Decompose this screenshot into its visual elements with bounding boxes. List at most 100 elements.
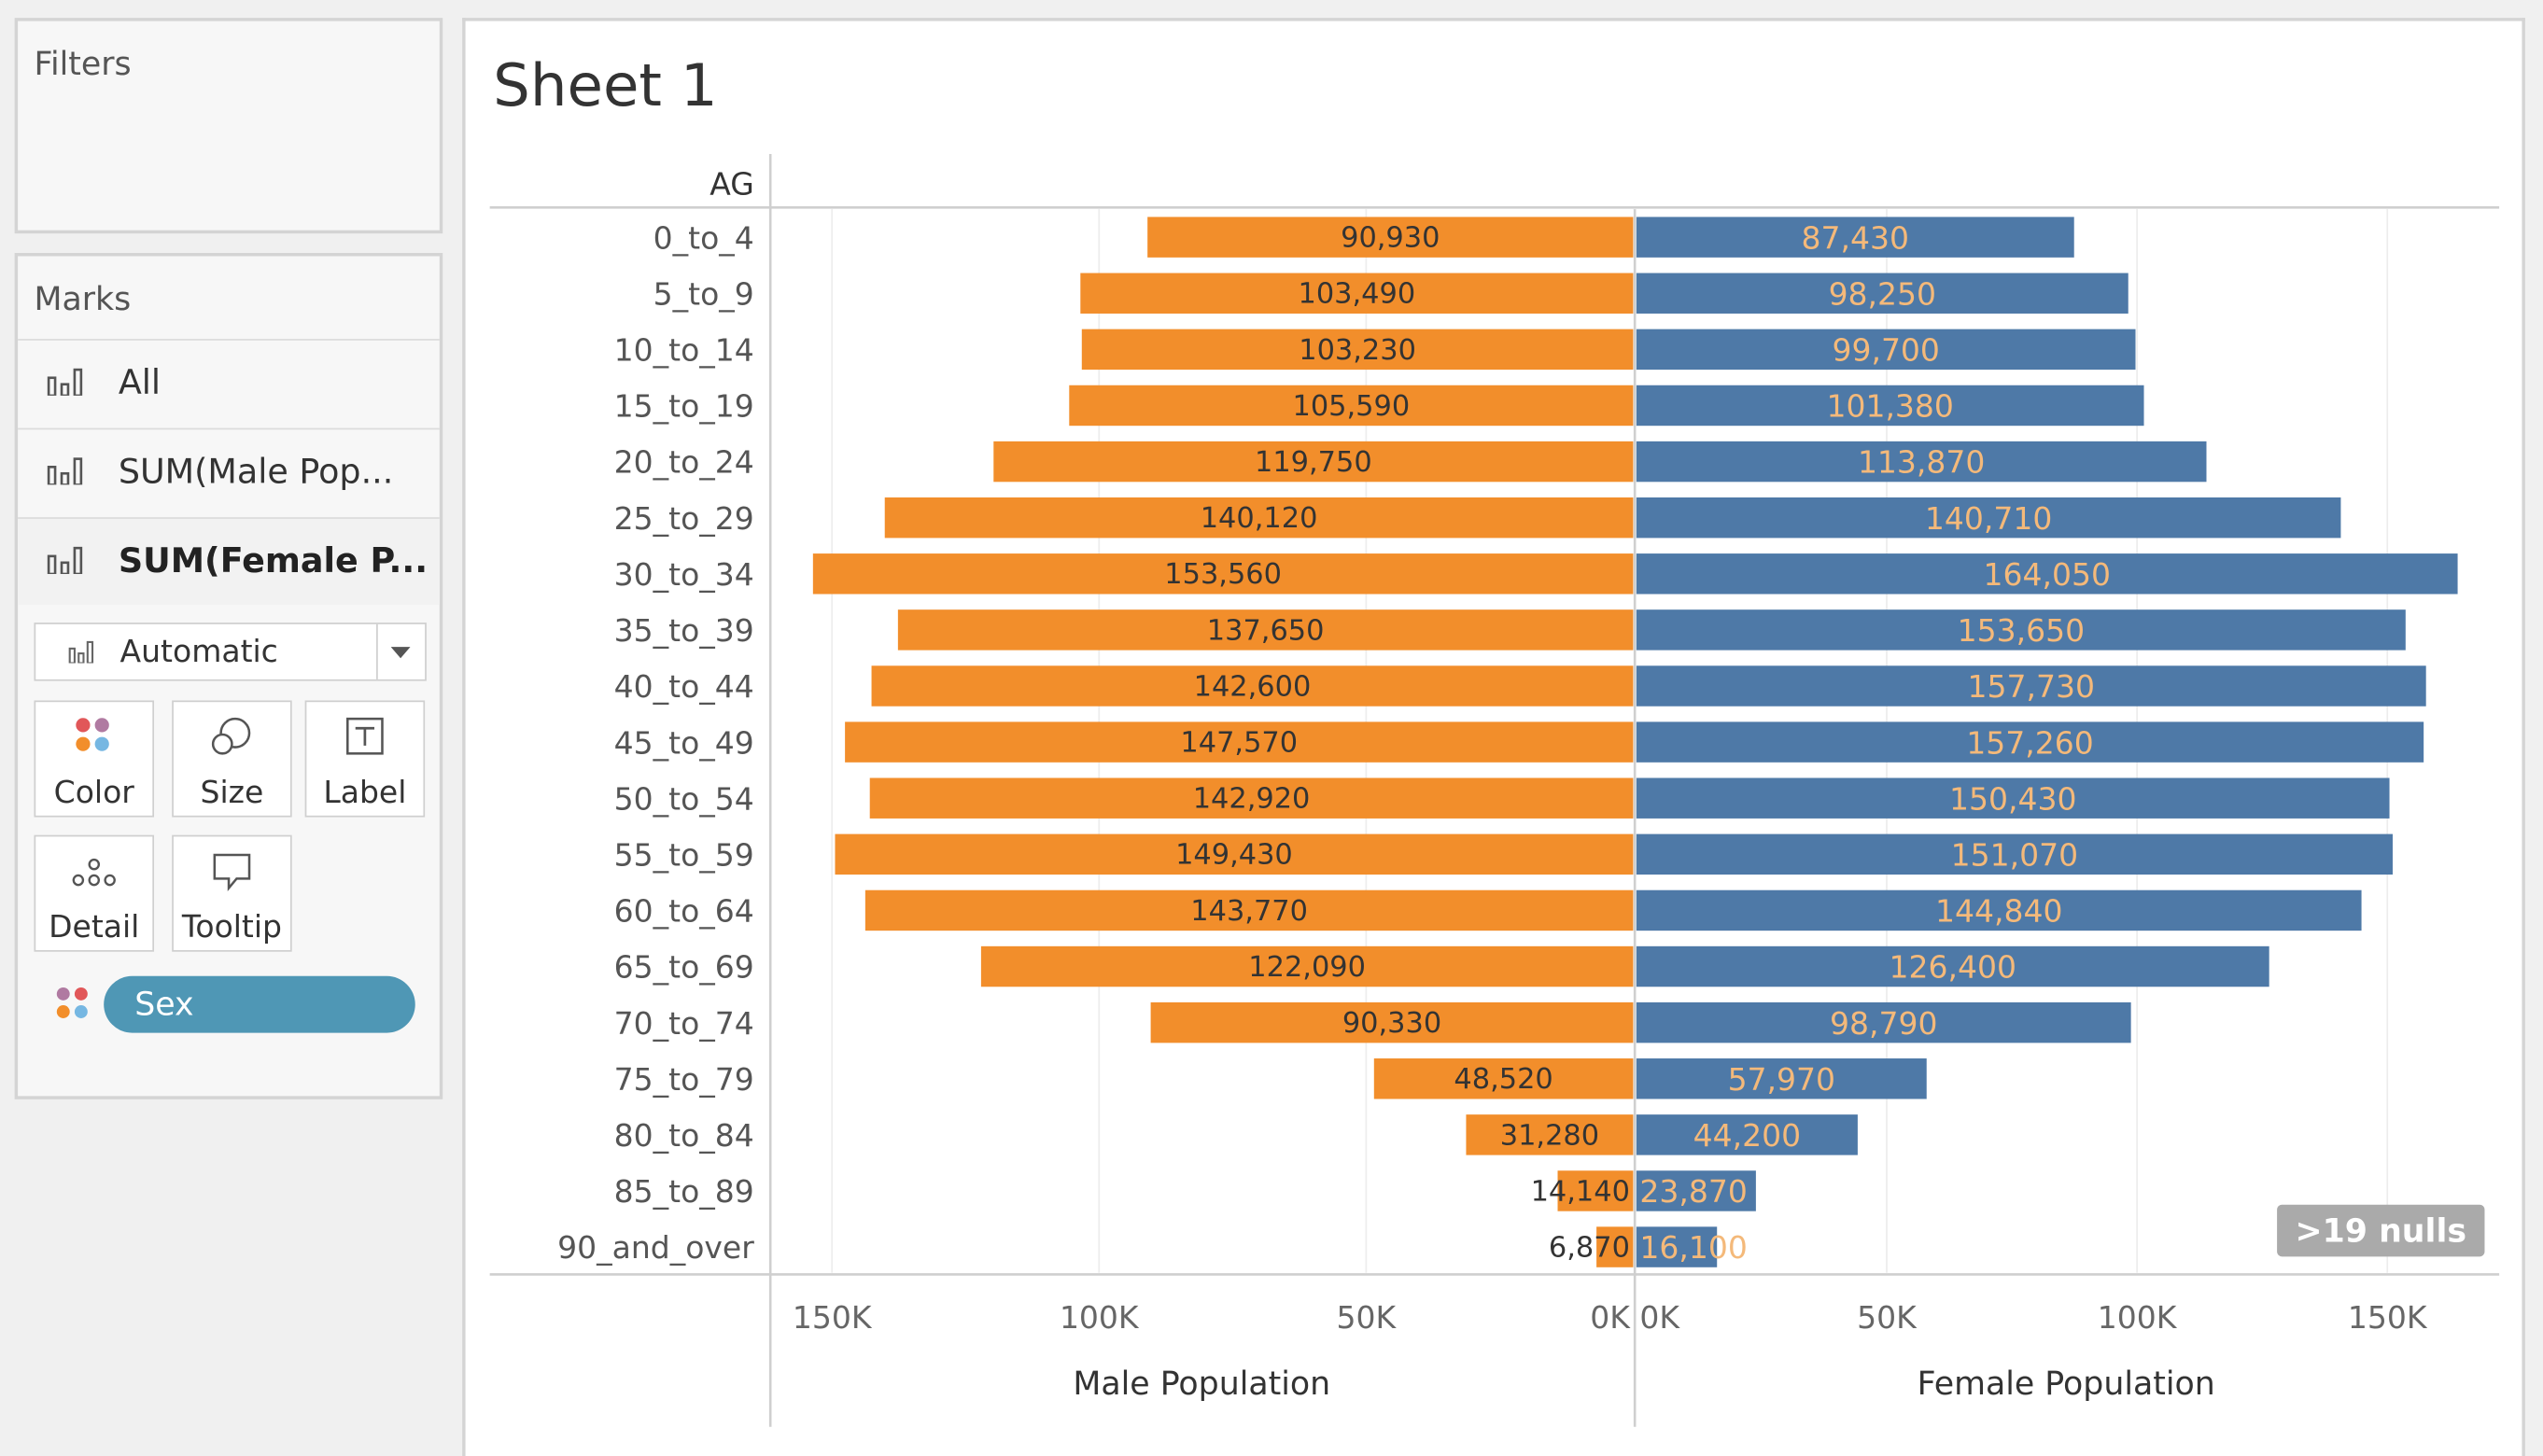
male-bar-label: 140,120 xyxy=(1201,502,1318,535)
male-bar-label: 14,140 xyxy=(1531,1175,1630,1208)
female-axis-tick: 150K xyxy=(2348,1299,2428,1336)
nulls-indicator[interactable]: >19 nulls xyxy=(2277,1204,2485,1257)
category-label: 90_and_over xyxy=(557,1229,754,1266)
mark-type-dropdown[interactable]: Automatic xyxy=(34,623,427,681)
female-bar-label: 99,700 xyxy=(1832,332,1939,369)
color-button[interactable]: Color xyxy=(34,700,155,818)
bar-chart-icon xyxy=(47,546,83,574)
male-bar-label: 48,520 xyxy=(1454,1063,1552,1096)
male-axis-tick: 100K xyxy=(1060,1299,1140,1336)
mark-type-value: Automatic xyxy=(119,634,278,670)
male-bar-label: 6,870 xyxy=(1549,1231,1630,1264)
female-bar-label: 151,070 xyxy=(1951,836,2078,873)
male-bar xyxy=(1596,1226,1634,1267)
female-bar xyxy=(1636,1114,1858,1155)
female-bar-label: 23,870 xyxy=(1639,1173,1747,1210)
size-button-label: Size xyxy=(200,775,264,811)
marks-tab-male-population[interactable]: SUM(Male Pop... xyxy=(18,427,440,516)
male-bar xyxy=(869,777,1634,819)
marks-tab-female-population[interactable]: SUM(Female P... xyxy=(18,517,440,605)
detail-dots-icon xyxy=(72,858,116,887)
female-bar xyxy=(1636,1170,1756,1211)
bar-chart-icon xyxy=(68,640,94,664)
sheet-title: Sheet 1 xyxy=(493,53,718,120)
male-bar-label: 137,650 xyxy=(1207,614,1325,647)
category-label: 55_to_59 xyxy=(614,836,754,873)
male-bar xyxy=(897,609,1634,651)
female-bar-label: 44,200 xyxy=(1693,1117,1801,1154)
male-bar-label: 147,570 xyxy=(1180,727,1298,760)
marks-tab-all[interactable]: All xyxy=(18,339,440,427)
bar-chart-icon xyxy=(47,368,83,396)
male-axis-title: Male Population xyxy=(1073,1365,1330,1403)
color-button-label: Color xyxy=(53,775,134,811)
marks-tab-label: SUM(Male Pop... xyxy=(118,452,394,492)
label-button[interactable]: Label xyxy=(304,700,426,818)
row-header-title: AG xyxy=(710,165,754,202)
male-bar-label: 103,230 xyxy=(1299,334,1416,367)
category-label: 85_to_89 xyxy=(614,1173,754,1210)
male-bar-label: 142,920 xyxy=(1193,783,1311,816)
category-label: 35_to_39 xyxy=(614,612,754,649)
tooltip-button[interactable]: Tooltip xyxy=(172,834,292,952)
size-button[interactable]: Size xyxy=(172,700,292,818)
female-bar-label: 157,730 xyxy=(1968,668,2095,705)
male-bar xyxy=(1147,217,1634,258)
male-bar xyxy=(1080,273,1634,314)
filters-shelf[interactable]: Filters xyxy=(14,18,443,234)
male-bar-label: 119,750 xyxy=(1255,446,1372,479)
category-label: 65_to_69 xyxy=(614,949,754,986)
male-bar xyxy=(1466,1114,1634,1155)
color-palette-icon xyxy=(56,987,88,1018)
female-bar-label: 113,870 xyxy=(1858,444,1985,481)
female-bar-label: 157,260 xyxy=(1966,724,2093,761)
male-bar-label: 143,770 xyxy=(1190,895,1308,928)
female-bar-label: 98,790 xyxy=(1830,1005,1937,1042)
detail-button[interactable]: Detail xyxy=(34,834,155,952)
male-bar-label: 31,280 xyxy=(1500,1119,1599,1152)
sex-color-pill[interactable]: Sex xyxy=(104,975,415,1033)
male-bar-label: 90,930 xyxy=(1341,222,1440,255)
female-bar-label: 16,100 xyxy=(1639,1229,1747,1266)
male-bar xyxy=(884,497,1634,539)
female-bar-label: 144,840 xyxy=(1935,893,2062,930)
category-label: 30_to_34 xyxy=(614,556,754,593)
female-bar xyxy=(1636,273,2129,314)
female-bar-label: 126,400 xyxy=(1890,949,2016,986)
category-label: 10_to_14 xyxy=(614,332,754,369)
size-circles-icon xyxy=(211,717,251,755)
female-bar xyxy=(1636,441,2207,483)
female-bar-label: 153,650 xyxy=(1958,612,2085,649)
female-axis-tick: 0K xyxy=(1639,1299,1680,1336)
male-bar-label: 122,090 xyxy=(1248,951,1366,984)
male-bar xyxy=(812,553,1634,595)
male-bar-label: 142,600 xyxy=(1194,670,1312,703)
male-bar-label: 153,560 xyxy=(1164,558,1282,591)
male-bar xyxy=(1373,1058,1634,1099)
female-bar-label: 98,250 xyxy=(1829,275,1936,312)
marks-title: Marks xyxy=(34,278,132,318)
female-bar xyxy=(1636,1058,1927,1099)
female-bar-label: 101,380 xyxy=(1826,388,1953,425)
female-bar xyxy=(1636,833,2393,875)
male-bar xyxy=(835,833,1634,875)
male-bar-label: 149,430 xyxy=(1175,839,1293,872)
category-label: 50_to_54 xyxy=(614,780,754,817)
label-button-label: Label xyxy=(323,775,407,811)
male-bar-label: 90,330 xyxy=(1342,1007,1441,1040)
female-axis-tick: 100K xyxy=(2098,1299,2178,1336)
category-label: 0_to_4 xyxy=(653,219,754,256)
male-bar xyxy=(871,665,1634,707)
category-label: 40_to_44 xyxy=(614,668,754,705)
male-bar xyxy=(993,441,1634,483)
female-bar xyxy=(1636,945,2269,987)
chevron-down-icon[interactable] xyxy=(376,623,425,679)
female-bar xyxy=(1636,217,2074,258)
female-bar xyxy=(1636,1001,2131,1043)
female-axis-tick: 50K xyxy=(1857,1299,1918,1336)
category-label: 70_to_74 xyxy=(614,1005,754,1042)
female-bar-label: 140,710 xyxy=(1925,500,2052,537)
detail-button-label: Detail xyxy=(49,909,140,945)
category-label: 80_to_84 xyxy=(614,1117,754,1154)
